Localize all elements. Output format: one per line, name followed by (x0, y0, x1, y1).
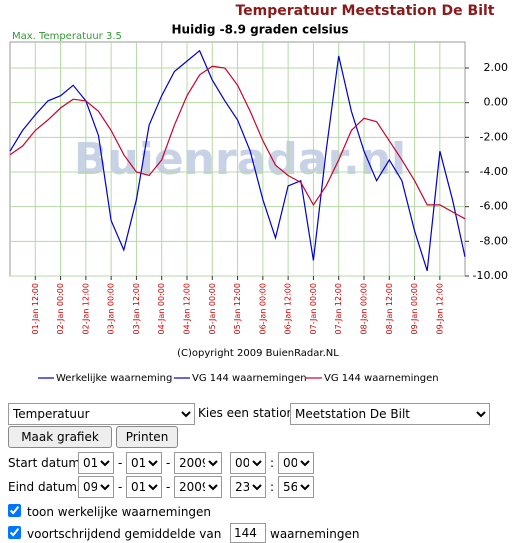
average-checkbox[interactable] (8, 526, 21, 539)
chart-subtitle: Huidig -8.9 graden celsius (172, 23, 349, 37)
average-unit: waarnemingen (270, 527, 360, 541)
show-actual-label: toon werkelijke waarnemingen (27, 505, 212, 519)
station-label: Kies een station: (198, 406, 299, 420)
series-line (9, 65, 466, 220)
x-tick-label: 01-Jan 12:00 (31, 283, 40, 334)
end-label: Eind datum (8, 480, 77, 494)
show-actual-checkbox[interactable] (8, 504, 21, 517)
legend-label: Werkelijke waarneming (56, 373, 172, 384)
y-tick-label: 0.00 (484, 96, 509, 109)
watermark: Buienradar.nl (74, 134, 406, 185)
legend-label: VG 144 waarnemingen (324, 373, 439, 384)
y-tick-label: 2.00 (484, 61, 509, 74)
chart: Temperatuur Meetstation De Bilt Huidig -… (9, 3, 509, 384)
end-hour[interactable]: 23 (230, 476, 266, 498)
average-count[interactable] (230, 523, 266, 543)
print-button[interactable]: Printen (116, 426, 178, 448)
y-tick-label: -2.00 (480, 130, 508, 143)
separator: - (118, 456, 123, 470)
x-tick-label: 07-Jan 00:00 (309, 283, 318, 334)
copyright: (C)opyright 2009 BuienRadar.NL (177, 348, 339, 359)
x-tick-label: 02-Jan 12:00 (81, 283, 90, 334)
start-month[interactable]: 01 (126, 452, 162, 474)
x-tick-label: 04-Jan 12:00 (182, 283, 191, 334)
x-tick-label: 08-Jan 00:00 (359, 283, 368, 334)
separator: - (166, 456, 171, 470)
x-tick-label: 04-Jan 00:00 (157, 283, 166, 334)
separator: : (270, 480, 275, 494)
y-tick-label: -8.00 (480, 234, 508, 247)
x-tick-label: 05-Jan 00:00 (208, 283, 217, 334)
x-tick-label: 03-Jan 12:00 (132, 283, 141, 334)
chart-title: Temperatuur Meetstation De Bilt (235, 3, 494, 19)
x-tick-label: 02-Jan 00:00 (56, 283, 65, 334)
x-tick-label: 07-Jan 12:00 (334, 283, 343, 334)
start-day[interactable]: 01 (78, 452, 114, 474)
x-tick-label: 08-Jan 12:00 (385, 283, 394, 334)
x-tick-label: 09-Jan 00:00 (410, 283, 419, 334)
measure-select[interactable]: Temperatuur (8, 403, 195, 425)
station-select[interactable]: Meetstation De Bilt (290, 403, 490, 425)
end-minute[interactable]: 56 (278, 476, 314, 498)
legend-label: VG 144 waarnemingen (192, 373, 307, 384)
end-month[interactable]: 01 (126, 476, 162, 498)
separator: - (118, 480, 123, 494)
x-tick-label: 06-Jan 12:00 (284, 283, 293, 334)
y-tick-label: -6.00 (480, 200, 508, 213)
y-tick-label: -4.00 (480, 165, 508, 178)
max-annotation: Max. Temperatuur 3.5 (12, 31, 122, 42)
x-tick-label: 06-Jan 00:00 (258, 283, 267, 334)
start-hour[interactable]: 00 (230, 452, 266, 474)
y-tick-label: -10.00 (473, 269, 508, 282)
x-tick-label: 03-Jan 00:00 (107, 283, 116, 334)
start-year[interactable]: 2009 (174, 452, 222, 474)
make-chart-button[interactable]: Maak grafiek (8, 426, 112, 448)
start-label: Start datum (8, 456, 81, 470)
average-label: voortschrijdend gemiddelde van (27, 527, 222, 541)
end-day[interactable]: 09 (78, 476, 114, 498)
separator: : (270, 456, 275, 470)
end-year[interactable]: 2009 (174, 476, 222, 498)
x-tick-label: 05-Jan 12:00 (233, 283, 242, 334)
x-tick-label: 09-Jan 12:00 (435, 283, 444, 334)
separator: - (166, 480, 171, 494)
start-minute[interactable]: 00 (278, 452, 314, 474)
